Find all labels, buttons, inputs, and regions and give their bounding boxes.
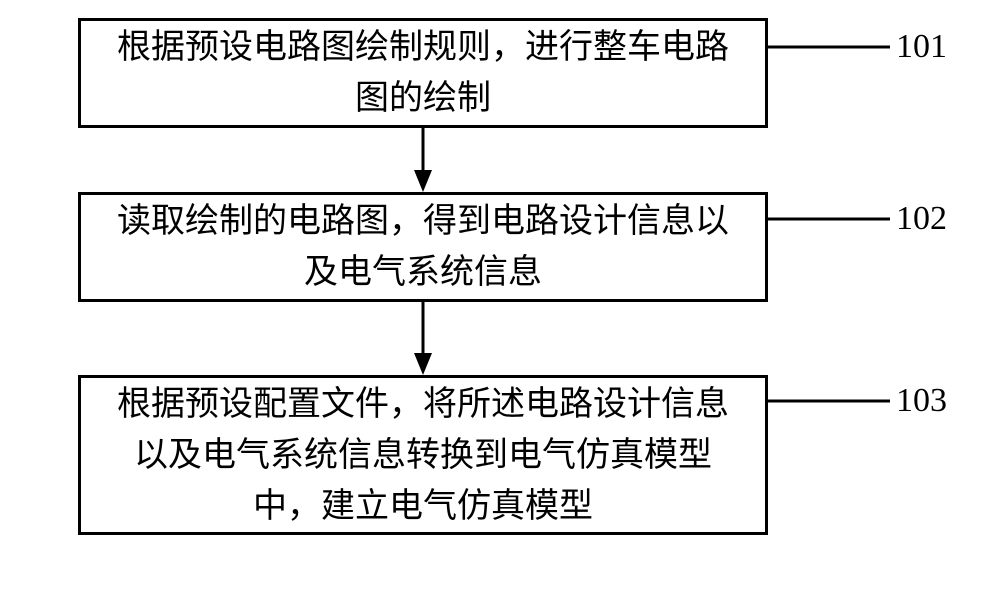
flowchart-canvas: 根据预设电路图绘制规则，进行整车电路图的绘制 读取绘制的电路图，得到电路设计信息…	[0, 0, 1000, 592]
step-label-103-text: 103	[896, 382, 947, 419]
flow-node-3: 根据预设配置文件，将所述电路设计信息以及电气系统信息转换到电气仿真模型中，建立电…	[78, 375, 768, 535]
flow-node-1: 根据预设电路图绘制规则，进行整车电路图的绘制	[78, 18, 768, 128]
flow-node-2: 读取绘制的电路图，得到电路设计信息以及电气系统信息	[78, 192, 768, 302]
arrow-n2-n3	[414, 302, 432, 375]
flow-node-3-text: 根据预设配置文件，将所述电路设计信息以及电气系统信息转换到电气仿真模型中，建立电…	[101, 379, 745, 532]
flow-node-2-text: 读取绘制的电路图，得到电路设计信息以及电气系统信息	[101, 196, 745, 298]
arrow-n1-n2	[414, 128, 432, 192]
step-label-102-text: 102	[896, 200, 947, 237]
step-label-103: 103	[896, 382, 947, 420]
flow-node-1-text: 根据预设电路图绘制规则，进行整车电路图的绘制	[101, 22, 745, 124]
step-label-101: 101	[896, 28, 947, 66]
step-label-102: 102	[896, 200, 947, 238]
step-label-101-text: 101	[896, 28, 947, 65]
